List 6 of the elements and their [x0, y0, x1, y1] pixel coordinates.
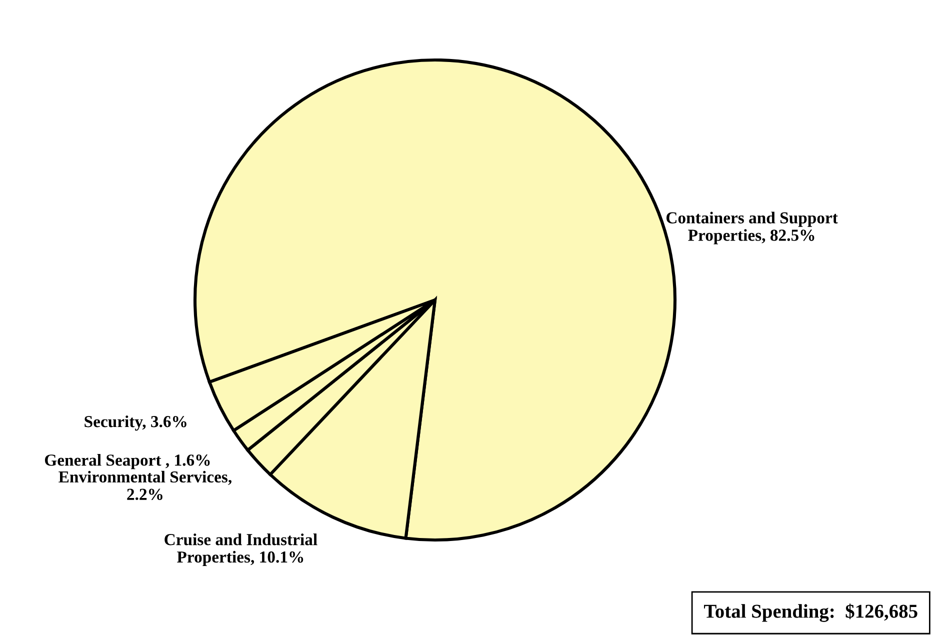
slice-label: Environmental Services, 2.2%: [58, 470, 232, 500]
slice-label: Cruise and Industrial Properties, 10.1%: [164, 534, 318, 566]
text: Total Spending: $126,685: [704, 604, 918, 622]
slice-label: General Seaport , 1.6%: [44, 454, 210, 470]
slice-label: Containers and Support Properties, 82.5%: [666, 212, 838, 244]
slice-label: Security, 3.6%: [84, 415, 186, 431]
